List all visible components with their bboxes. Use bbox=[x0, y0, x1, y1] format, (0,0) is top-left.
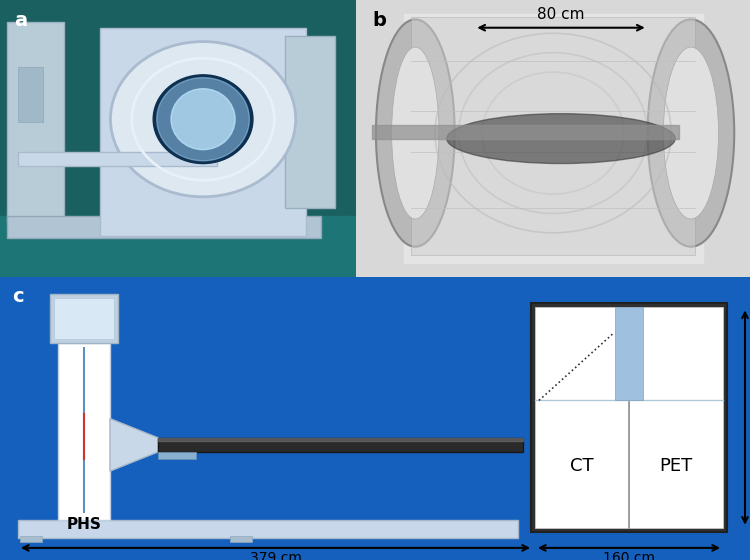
Bar bbox=[100, 28, 306, 236]
Point bbox=[625, 524, 634, 531]
Bar bbox=[20, 536, 42, 542]
Bar bbox=[158, 438, 523, 452]
Ellipse shape bbox=[647, 20, 734, 247]
Ellipse shape bbox=[157, 78, 249, 161]
Point bbox=[406, 204, 416, 211]
Bar bbox=[230, 536, 252, 542]
Point bbox=[80, 410, 88, 417]
Bar bbox=[8, 216, 321, 239]
Text: CT: CT bbox=[570, 457, 594, 475]
Polygon shape bbox=[0, 216, 356, 277]
Ellipse shape bbox=[171, 88, 235, 150]
Point bbox=[406, 58, 416, 64]
Text: 80 cm: 80 cm bbox=[537, 7, 585, 22]
Point bbox=[80, 508, 88, 515]
Point bbox=[530, 397, 539, 404]
Text: b: b bbox=[372, 11, 386, 30]
Text: a: a bbox=[14, 11, 27, 30]
Ellipse shape bbox=[392, 47, 439, 219]
Bar bbox=[158, 438, 523, 441]
Bar bbox=[158, 452, 196, 459]
Bar bbox=[285, 36, 334, 208]
Text: 379 cm: 379 cm bbox=[250, 551, 302, 560]
Text: 160 cm: 160 cm bbox=[603, 551, 655, 560]
Bar bbox=[531, 304, 727, 532]
Text: PHS: PHS bbox=[67, 517, 101, 532]
Bar bbox=[535, 307, 629, 528]
Bar bbox=[629, 307, 723, 528]
Point bbox=[406, 108, 416, 114]
Point bbox=[80, 456, 88, 463]
Point bbox=[718, 397, 728, 404]
Ellipse shape bbox=[110, 41, 296, 197]
Point bbox=[690, 204, 699, 211]
Bar bbox=[50, 295, 118, 343]
Polygon shape bbox=[110, 419, 158, 471]
Bar bbox=[54, 298, 114, 339]
Point bbox=[690, 58, 699, 64]
Bar bbox=[58, 343, 110, 520]
Text: c: c bbox=[12, 287, 24, 306]
Bar bbox=[8, 22, 64, 222]
Bar bbox=[18, 520, 518, 538]
Point bbox=[80, 344, 88, 351]
Bar bbox=[372, 125, 680, 139]
Bar bbox=[18, 67, 43, 122]
Bar bbox=[615, 307, 643, 400]
Point bbox=[690, 149, 699, 156]
Ellipse shape bbox=[663, 47, 718, 219]
Point bbox=[625, 304, 634, 311]
Ellipse shape bbox=[153, 75, 253, 164]
Point bbox=[690, 108, 699, 114]
Bar bbox=[18, 152, 217, 166]
Bar bbox=[404, 14, 703, 263]
Point bbox=[406, 149, 416, 156]
Text: PET: PET bbox=[659, 457, 693, 475]
Bar bbox=[411, 17, 694, 255]
Ellipse shape bbox=[376, 20, 454, 247]
Ellipse shape bbox=[447, 114, 675, 164]
